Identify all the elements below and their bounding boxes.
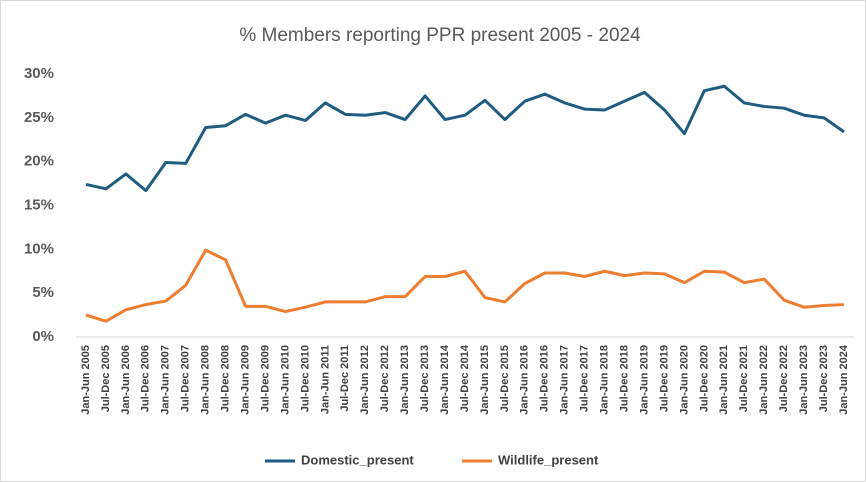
legend-label: Domestic_present (301, 452, 414, 467)
x-tick-label: Jan-Jun 2020 (678, 345, 690, 415)
y-tick-label: 15% (24, 196, 54, 213)
x-tick-label: Jul-Dec 2016 (539, 345, 551, 412)
x-tick-label: Jul-Dec 2015 (499, 345, 511, 412)
x-tick-label: Jul-Dec 2022 (778, 345, 790, 412)
x-tick-label: Jan-Jun 2024 (838, 344, 850, 415)
x-tick-label: Jan-Jun 2006 (120, 345, 132, 415)
x-tick-label: Jan-Jun 2015 (479, 345, 491, 415)
x-tick-label: Jan-Jun 2016 (519, 345, 531, 415)
x-tick-label: Jan-Jun 2013 (399, 345, 411, 415)
x-tick-label: Jul-Dec 2021 (738, 345, 750, 412)
legend-label: Wildlife_present (498, 452, 599, 467)
y-tick-label: 30% (24, 65, 54, 82)
chart-title: % Members reporting PPR present 2005 - 2… (239, 25, 641, 46)
x-tick-label: Jan-Jun 2014 (439, 344, 451, 415)
x-tick-label: Jan-Jun 2021 (718, 345, 730, 415)
x-tick-label: Jan-Jun 2011 (319, 345, 331, 414)
x-tick-label: Jul-Dec 2006 (140, 345, 152, 412)
x-tick-label: Jul-Dec 2008 (220, 345, 232, 412)
x-tick-label: Jul-Dec 2017 (579, 345, 591, 412)
x-tick-label: Jul-Dec 2009 (259, 345, 271, 412)
x-tick-label: Jan-Jun 2022 (758, 345, 770, 415)
x-tick-label: Jan-Jun 2008 (200, 345, 212, 415)
series-line (85, 84, 845, 193)
y-tick-label: 0% (32, 328, 54, 345)
x-tick-label: Jul-Dec 2010 (299, 345, 311, 412)
x-tick-label: Jan-Jun 2019 (638, 345, 650, 415)
x-tick-label: Jul-Dec 2020 (698, 345, 710, 412)
x-tick-label: Jan-Jun 2007 (160, 345, 172, 415)
x-tick-label: Jul-Dec 2012 (379, 345, 391, 412)
x-tick-label: Jul-Dec 2014 (459, 344, 471, 412)
x-tick-label: Jul-Dec 2018 (618, 345, 630, 412)
x-tick-label: Jul-Dec 2007 (180, 345, 192, 412)
x-tick-label: Jan-Jun 2005 (80, 345, 92, 415)
y-tick-label: 10% (24, 240, 54, 257)
x-tick-label: Jan-Jun 2017 (559, 345, 571, 415)
y-tick-label: 5% (32, 284, 54, 301)
x-tick-label: Jul-Dec 2005 (100, 345, 112, 412)
y-tick-label: 25% (24, 109, 54, 126)
x-tick-label: Jul-Dec 2013 (419, 345, 431, 412)
x-tick-label: Jan-Jun 2010 (279, 345, 291, 415)
x-tick-label: Jan-Jun 2018 (599, 345, 611, 415)
x-tick-label: Jul-Dec 2019 (658, 345, 670, 412)
x-tick-label: Jul-Dec 2023 (818, 345, 830, 412)
series-line (85, 248, 845, 323)
x-tick-label: Jan-Jun 2009 (239, 345, 251, 415)
x-tick-label: Jan-Jun 2023 (798, 345, 810, 415)
y-tick-label: 20% (24, 153, 54, 170)
x-tick-label: Jul-Dec 2011 (339, 345, 351, 412)
x-tick-label: Jan-Jun 2012 (359, 345, 371, 415)
